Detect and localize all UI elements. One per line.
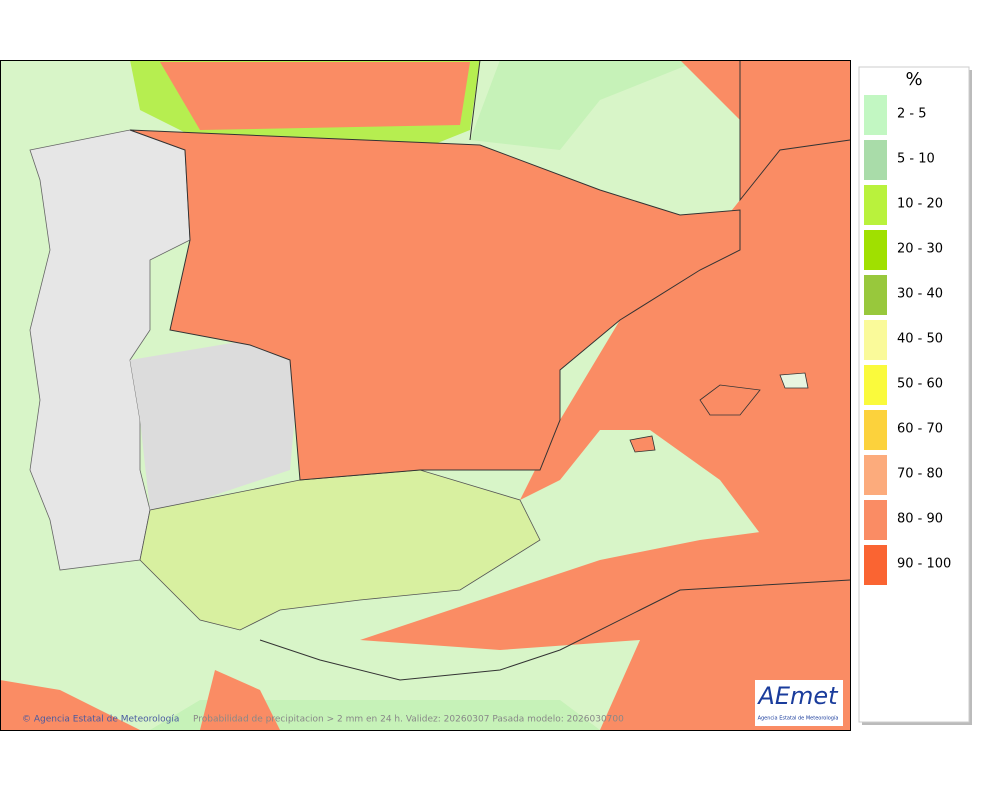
legend-label: 2 - 5 bbox=[897, 107, 927, 122]
iberia-high-prob bbox=[129, 129, 741, 481]
africa-coast bbox=[259, 579, 851, 681]
field-atlantic bbox=[0, 680, 140, 730]
legend-swatch bbox=[864, 500, 887, 540]
field-north-sea bbox=[160, 62, 470, 130]
legend-swatch bbox=[864, 455, 887, 495]
legend-swatch bbox=[864, 95, 887, 135]
legend-swatch bbox=[864, 140, 887, 180]
legend-label: 90 - 100 bbox=[897, 557, 951, 572]
legend-swatch bbox=[864, 410, 887, 450]
field-mediterranean bbox=[520, 60, 850, 640]
legend-swatch bbox=[864, 230, 887, 270]
legend-label: 30 - 40 bbox=[897, 287, 943, 302]
legend-label: 20 - 30 bbox=[897, 242, 943, 257]
map-frame bbox=[0, 60, 851, 731]
field-south-sea bbox=[360, 520, 850, 730]
menorca bbox=[779, 372, 809, 389]
logo-name: AEmet bbox=[756, 682, 839, 710]
legend-label: 5 - 10 bbox=[897, 152, 935, 167]
legend-swatch bbox=[864, 275, 887, 315]
legend-label: 40 - 50 bbox=[897, 332, 943, 347]
logo-subtitle: Agencia Estatal de Meteorología bbox=[758, 715, 839, 722]
legend-label: 50 - 60 bbox=[897, 377, 943, 392]
legend-label: 10 - 20 bbox=[897, 197, 943, 212]
legend-swatch bbox=[864, 185, 887, 225]
credit: © Agencia Estatal de Meteorología bbox=[22, 715, 179, 725]
legend-label: 70 - 80 bbox=[897, 467, 943, 482]
field-gibraltar bbox=[200, 670, 280, 730]
legend-label: 80 - 90 bbox=[897, 512, 943, 527]
legend-title: % bbox=[905, 69, 922, 90]
map: AEmet Agencia Estatal de Meteorología © … bbox=[0, 59, 851, 731]
ibiza bbox=[629, 435, 656, 453]
mallorca bbox=[699, 384, 761, 416]
legend-swatch bbox=[864, 320, 887, 360]
legend-label: 60 - 70 bbox=[897, 422, 943, 437]
legend: % 2 - 5 5 - 10 10 - 20 20 - 30 30 - 40 40 - 5… bbox=[858, 66, 972, 725]
legend-swatch bbox=[864, 545, 887, 585]
logo-box bbox=[755, 680, 843, 726]
legend-swatch bbox=[864, 365, 887, 405]
extremadura bbox=[130, 340, 300, 510]
caption: Probabilidad de precipitacion > 2 mm en … bbox=[193, 715, 624, 725]
france-border bbox=[469, 59, 851, 202]
